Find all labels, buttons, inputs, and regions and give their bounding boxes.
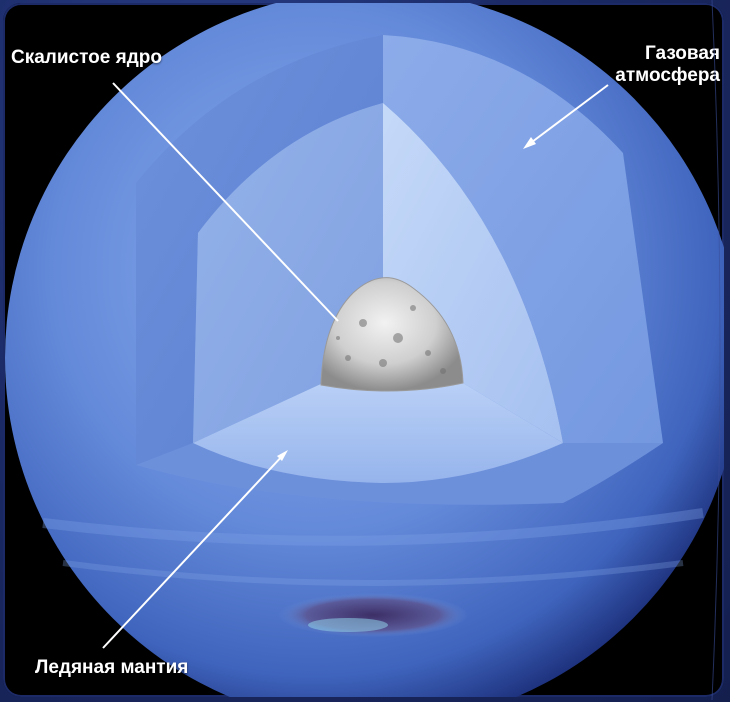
core-pointer-line bbox=[112, 82, 339, 322]
atmosphere-arrowhead bbox=[523, 137, 536, 149]
label-ice-mantle: Ледяная мантия bbox=[35, 657, 189, 678]
label-atmosphere-line2: атмосфера bbox=[615, 65, 720, 86]
atmosphere-wall-left bbox=[136, 35, 383, 465]
core-texture bbox=[336, 305, 446, 374]
atmosphere-wall-right bbox=[383, 35, 663, 443]
storm-highlight bbox=[308, 618, 388, 632]
planet-cutaway-diagram bbox=[5, 3, 724, 697]
atmosphere-pointer-line bbox=[527, 84, 609, 146]
label-gas-atmosphere: Газовая атмосфера bbox=[615, 43, 720, 87]
background-decoration bbox=[711, 0, 721, 700]
rocky-core bbox=[320, 277, 464, 392]
cloud-band bbox=[62, 560, 684, 586]
mantle-pointer-line bbox=[102, 452, 286, 649]
cloud-band bbox=[42, 508, 704, 546]
label-atmosphere-line1: Газовая bbox=[645, 43, 720, 64]
label-rocky-core: Скалистое ядро bbox=[11, 47, 162, 68]
image-frame: Скалистое ядро Газовая атмосфера Ледяная… bbox=[3, 3, 724, 697]
mantle-arrowhead bbox=[277, 450, 288, 461]
mantle-floor bbox=[193, 383, 563, 483]
